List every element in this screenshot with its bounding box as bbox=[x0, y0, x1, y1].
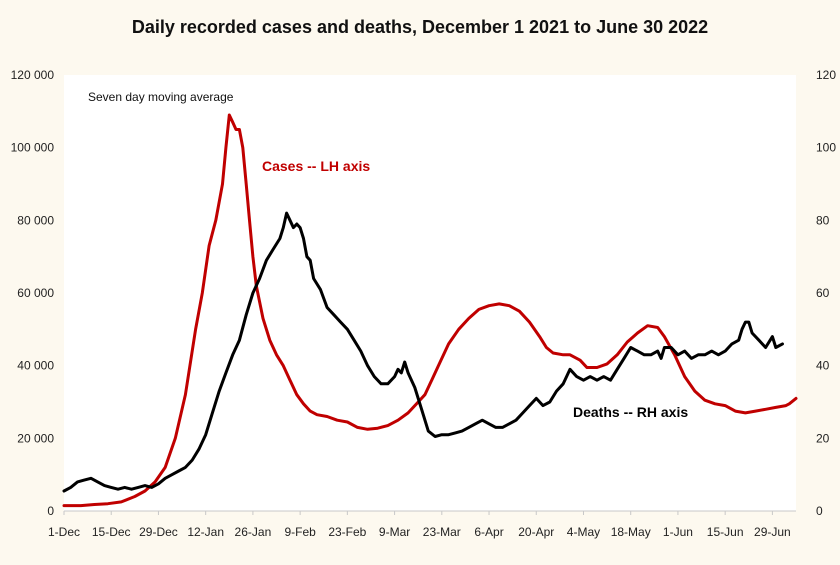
right-axis-tick-label: 80 bbox=[816, 213, 830, 227]
x-axis-tick-label: 29-Jun bbox=[754, 525, 791, 539]
left-axis-tick-label: 40 000 bbox=[17, 359, 54, 373]
x-axis-tick-label: 6-Apr bbox=[474, 525, 503, 539]
x-axis-tick-label: 23-Feb bbox=[328, 525, 366, 539]
left-axis-tick-label: 60 000 bbox=[17, 286, 54, 300]
x-axis-tick-label: 29-Dec bbox=[139, 525, 178, 539]
cases-series-label: Cases -- LH axis bbox=[262, 158, 370, 174]
x-axis-tick-label: 18-May bbox=[611, 525, 651, 539]
moving-average-note: Seven day moving average bbox=[88, 90, 234, 104]
x-axis-tick-label: 12-Jan bbox=[187, 525, 224, 539]
x-axis-tick-label: 23-Mar bbox=[423, 525, 461, 539]
x-axis-tick-label: 9-Mar bbox=[379, 525, 410, 539]
left-axis-tick-label: 0 bbox=[47, 504, 54, 518]
left-axis-tick-label: 100 000 bbox=[11, 141, 55, 155]
x-axis-tick-label: 1-Jun bbox=[663, 525, 693, 539]
left-axis-tick-label: 20 000 bbox=[17, 431, 54, 445]
plot-area bbox=[64, 75, 796, 511]
cases-series-line bbox=[62, 113, 798, 508]
right-axis-tick-label: 0 bbox=[816, 504, 823, 518]
deaths-series-line bbox=[62, 211, 784, 493]
deaths-series-label: Deaths -- RH axis bbox=[573, 404, 688, 420]
right-axis-tick-label: 120 bbox=[816, 68, 836, 82]
x-axis-tick-label: 4-May bbox=[567, 525, 600, 539]
left-axis-tick-label: 120 000 bbox=[11, 68, 55, 82]
right-axis-tick-label: 100 bbox=[816, 141, 836, 155]
left-axis-tick-label: 80 000 bbox=[17, 213, 54, 227]
right-axis-tick-label: 40 bbox=[816, 359, 830, 373]
x-axis-tick-label: 26-Jan bbox=[235, 525, 272, 539]
x-axis-tick-label: 9-Feb bbox=[284, 525, 316, 539]
right-axis-tick-label: 20 bbox=[816, 431, 830, 445]
x-axis-tick-label: 15-Jun bbox=[707, 525, 744, 539]
chart-title: Daily recorded cases and deaths, Decembe… bbox=[131, 17, 709, 37]
x-axis-tick-label: 1-Dec bbox=[48, 525, 80, 539]
right-axis-tick-label: 60 bbox=[816, 286, 830, 300]
x-axis-tick-label: 15-Dec bbox=[92, 525, 131, 539]
x-axis-tick-label: 20-Apr bbox=[518, 525, 554, 539]
